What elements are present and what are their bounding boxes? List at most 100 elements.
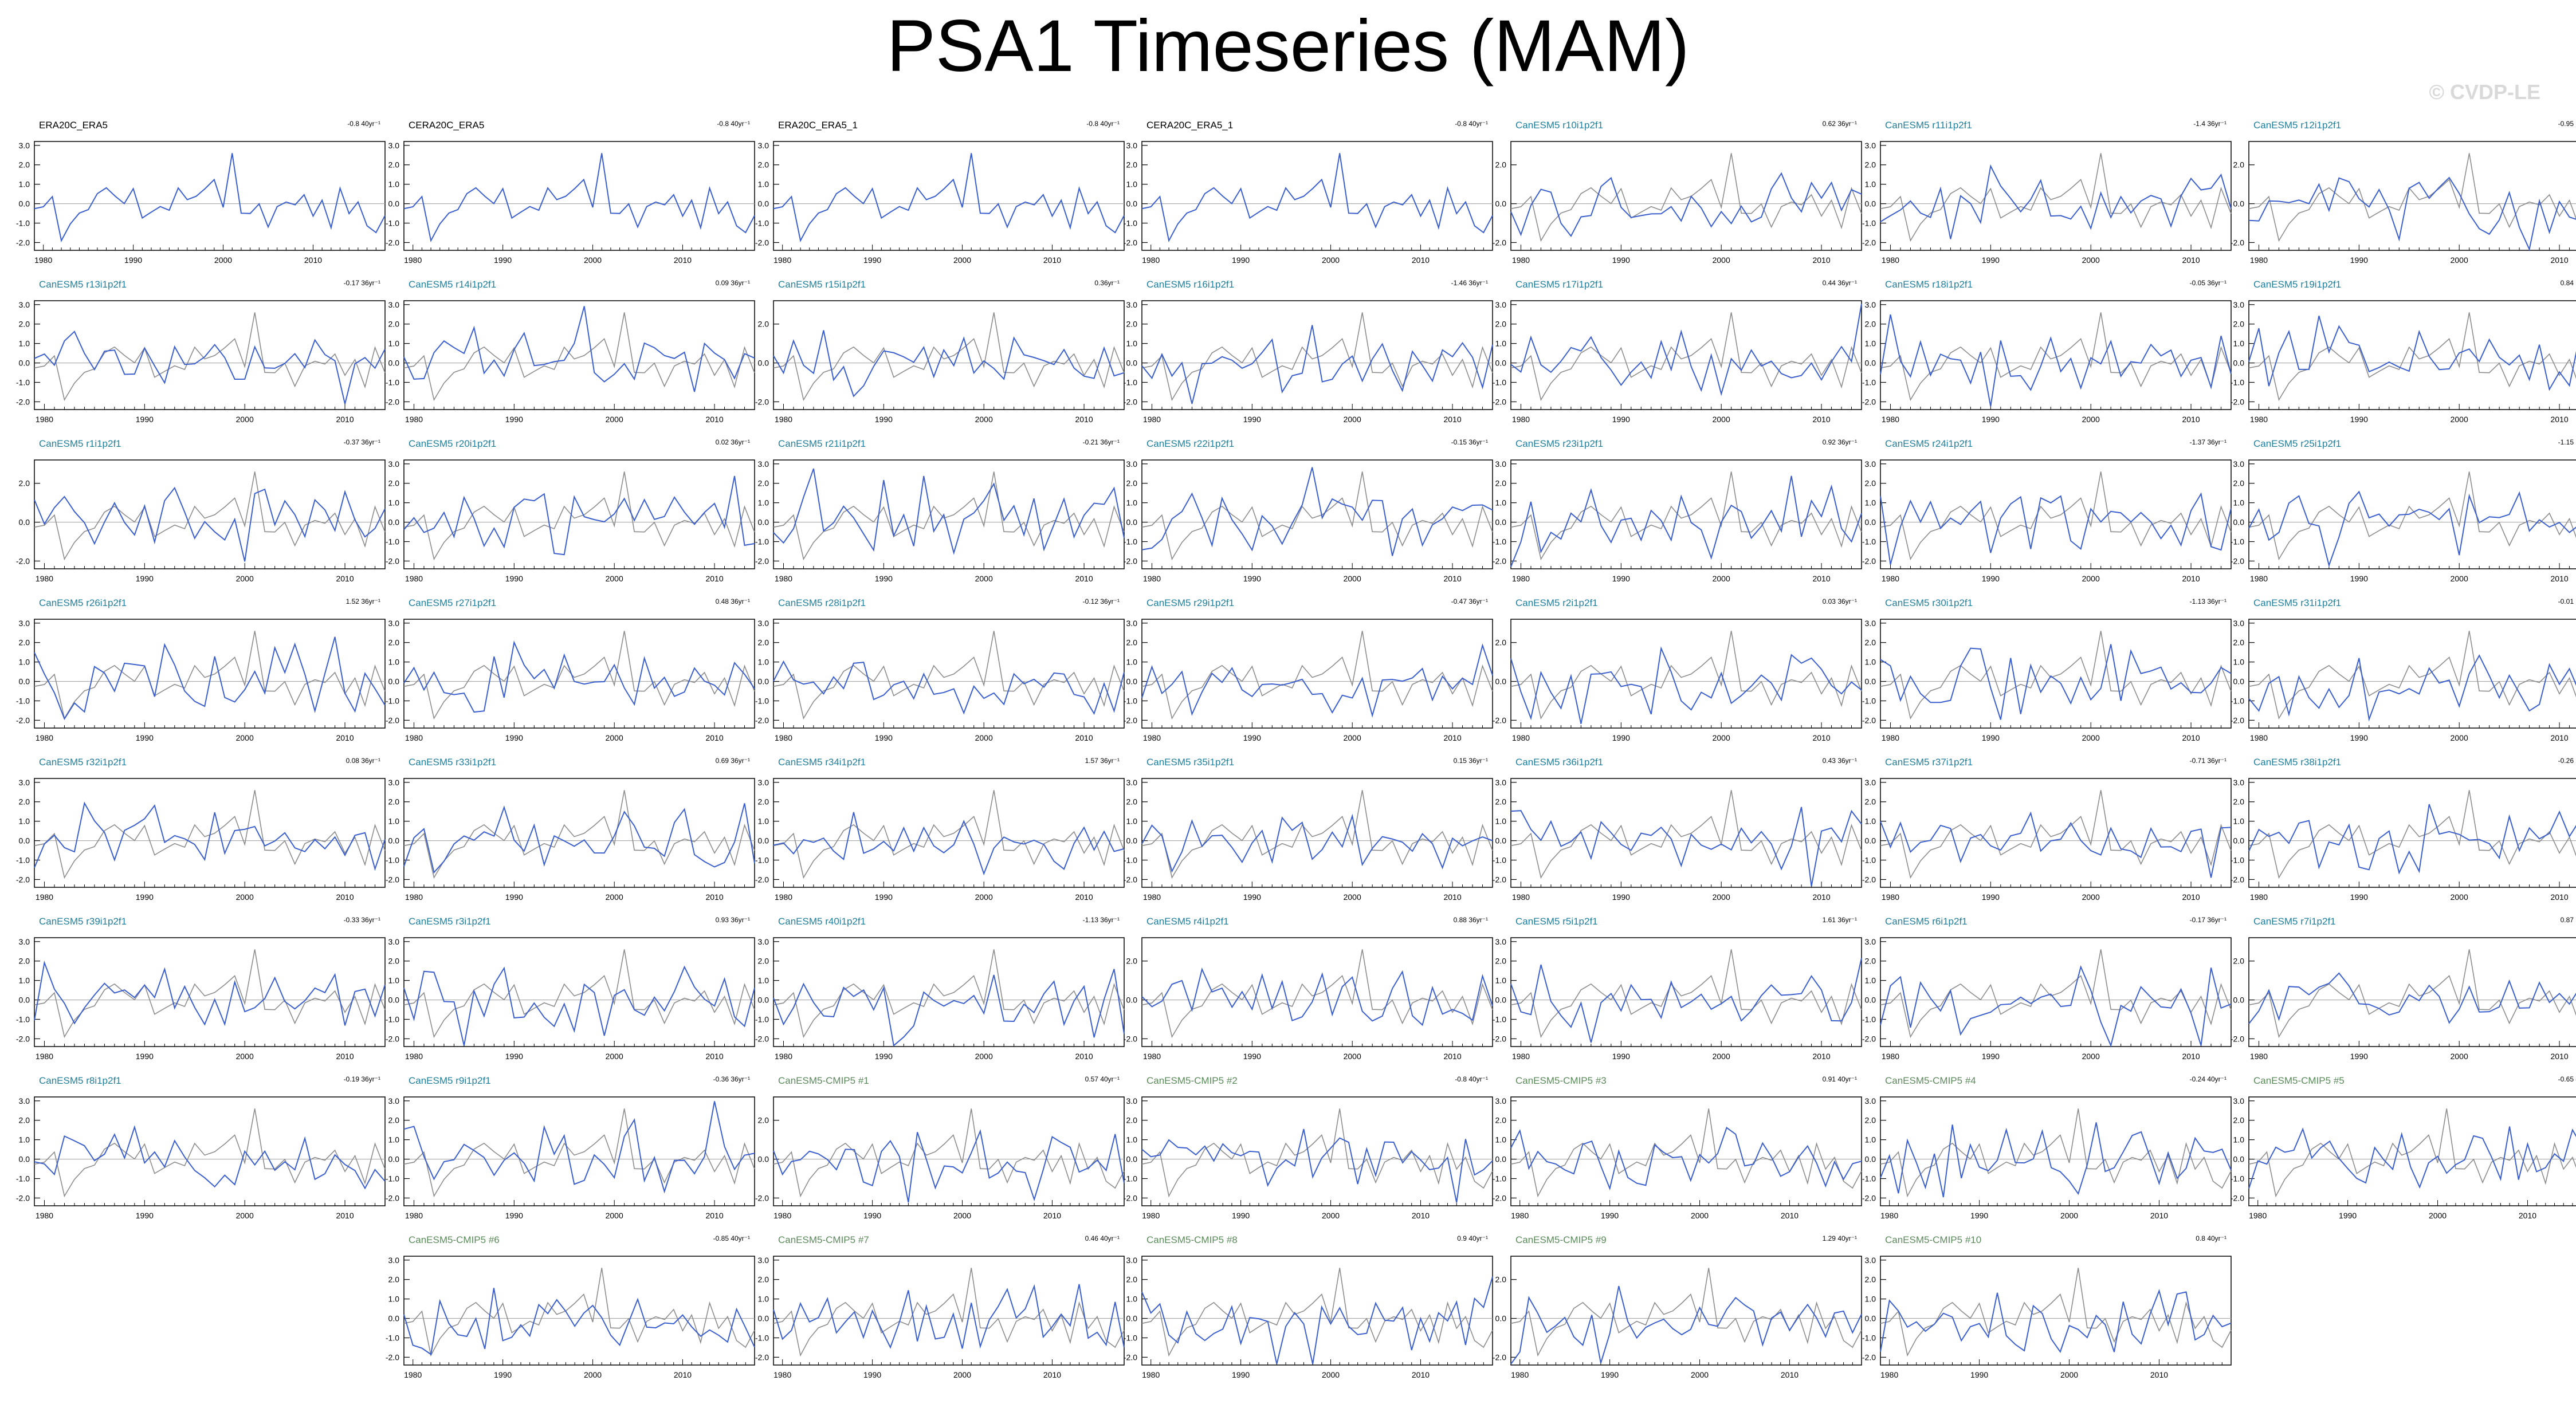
panel-title: CanESM5 r26i1p2f1	[39, 597, 127, 608]
observed-line	[1141, 1268, 1493, 1357]
y-tick-label: 3.0	[2233, 1096, 2245, 1106]
timeseries-panel: CanESM5 r24i1p2f1 -1.37 36yr⁻¹ 3.0 2.0 1.0 0.…	[1862, 432, 2241, 587]
observed-line	[403, 949, 755, 1039]
y-tick-label: 1.0	[19, 817, 30, 826]
panel-title: CanESM5 r14i1p2f1	[409, 279, 497, 290]
observed-line	[1141, 949, 1493, 1039]
y-tick-label: -1.0	[1124, 378, 1137, 387]
plot-frame	[1880, 778, 2232, 888]
panel-trend: -1.13 36yr⁻¹	[1082, 916, 1120, 924]
timeseries-plot: 3.0 2.0 1.0 0.0 -1.0 -2.0 1980 1990 2000 2010	[386, 1256, 755, 1379]
y-tick-label: 2.0	[1865, 1116, 1876, 1125]
series-line	[1880, 164, 2232, 239]
y-tick-label: 1.0	[1495, 339, 1507, 348]
y-tick-label: 2.0	[19, 957, 30, 966]
y-tick-label: 1.0	[1865, 498, 1876, 508]
x-tick-label: 1990	[505, 892, 523, 902]
y-tick-label: 0.0	[2233, 836, 2245, 845]
y-tick-label: -1.0	[2231, 378, 2244, 387]
y-tick-label: -2.0	[16, 238, 30, 247]
observed-line	[1510, 471, 1862, 561]
x-tick-label: 1990	[1243, 574, 1261, 583]
timeseries-panel: CanESM5 r17i1p2f1 0.44 36yr⁻¹ 3.0 2.0 1.0 0.0…	[1493, 273, 1872, 428]
y-tick-label: 2.0	[388, 1275, 400, 1284]
series-line	[1510, 807, 1862, 887]
panel-trend: 1.29 40yr⁻¹	[1822, 1234, 1857, 1242]
y-tick-label: -1.0	[386, 1174, 399, 1183]
y-tick-label: 3.0	[388, 1096, 400, 1106]
y-tick-label: 2.0	[2233, 320, 2245, 329]
timeseries-plot: 3.0 2.0 1.0 0.0 -1.0 -2.0 1980 1990 2000 2010	[386, 459, 755, 583]
y-tick-label: 2.0	[388, 160, 400, 170]
y-tick-label: -1.0	[1124, 219, 1137, 228]
panel-title: CanESM5 r1i1p2f1	[39, 438, 121, 449]
y-tick-label: 2.0	[758, 160, 769, 170]
y-tick-label: 2.0	[1126, 1116, 1138, 1125]
observed-line	[1510, 631, 1862, 720]
x-tick-label: 1980	[2250, 255, 2268, 265]
x-tick-label: 2010	[1781, 1370, 1799, 1379]
timeseries-panel: CanESM5-CMIP5 #4 -0.24 40yr⁻¹ 3.0 2.0 1.0 0.0…	[1862, 1069, 2241, 1224]
x-tick-label: 2010	[705, 574, 723, 583]
y-tick-label: -1.0	[1493, 378, 1506, 387]
series-line	[403, 153, 755, 242]
y-tick-label: 3.0	[1126, 1256, 1138, 1265]
x-tick-label: 2000	[975, 733, 993, 742]
x-tick-label: 2010	[705, 733, 723, 742]
x-tick-label: 2000	[236, 1052, 254, 1061]
y-tick-label: 0.0	[388, 677, 400, 686]
x-tick-label: 1990	[1243, 733, 1261, 742]
panel-title: CanESM5-CMIP5 #3	[1515, 1075, 1607, 1086]
x-tick-label: 2000	[2429, 1211, 2447, 1220]
y-tick-label: 2.0	[388, 957, 400, 966]
panel-title: CanESM5 r40i1p2f1	[778, 916, 866, 927]
y-tick-label: 3.0	[1126, 141, 1138, 150]
y-tick-label: 3.0	[1495, 459, 1507, 469]
y-tick-label: 0.0	[1865, 199, 1876, 209]
x-tick-label: 1990	[2350, 415, 2368, 424]
x-tick-label: 2010	[2182, 1052, 2200, 1061]
panel-trend: -0.8 40yr⁻¹	[347, 120, 380, 128]
x-tick-label: 1990	[136, 892, 154, 902]
timeseries-panel: CanESM5 r26i1p2f1 1.52 36yr⁻¹ 3.0 2.0 1.0 0.0…	[16, 592, 395, 746]
plot-frame	[1510, 937, 1862, 1047]
x-tick-label: 2000	[214, 255, 232, 265]
y-tick-label: -1.0	[386, 697, 399, 706]
x-tick-label: 1980	[1882, 1052, 1899, 1061]
series-line	[1880, 1289, 2232, 1354]
timeseries-plot: 3.0 2.0 1.0 0.0 -1.0 -2.0 1980 1990 2000 2010	[1493, 1096, 1862, 1220]
x-tick-label: 1990	[1982, 574, 2000, 583]
series-line	[1510, 172, 1862, 237]
y-tick-label: 2.0	[1495, 1275, 1507, 1284]
y-tick-label: 3.0	[19, 300, 30, 309]
x-tick-label: 2010	[1043, 1211, 1061, 1220]
x-tick-label: 1980	[405, 574, 423, 583]
x-tick-label: 2000	[1344, 733, 1361, 742]
y-tick-label: -2.0	[755, 715, 769, 725]
y-tick-label: 1.0	[388, 180, 400, 189]
plot-frame	[34, 937, 386, 1047]
timeseries-plot: 3.0 2.0 1.0 0.0 -1.0 -2.0 1980 1990 2000 2010	[755, 778, 1125, 902]
x-tick-label: 2000	[606, 415, 623, 424]
panel-trend: -0.21 36yr⁻¹	[1082, 438, 1120, 446]
panel-title: CanESM5 r5i1p2f1	[1515, 916, 1598, 927]
timeseries-plot: 3.0 2.0 1.0 0.0 -1.0 -2.0 1980 1990 2000 2010	[755, 1256, 1125, 1379]
observed-line	[1141, 631, 1493, 720]
plot-frame	[1510, 141, 1862, 251]
y-tick-label: 3.0	[388, 1256, 400, 1265]
panel-trend: 1.57 36yr⁻¹	[1085, 757, 1120, 765]
timeseries-plot: 3.0 2.0 1.0 0.0 -1.0 -2.0 1980 1990 2000 2010	[386, 1096, 755, 1220]
y-tick-label: -2.0	[16, 715, 30, 725]
y-tick-label: 2.0	[1126, 479, 1138, 488]
x-tick-label: 1980	[775, 892, 792, 902]
timeseries-plot: 3.0 2.0 1.0 0.0 -1.0 -2.0 1980 1990 2000 2010	[755, 619, 1125, 742]
x-tick-label: 2000	[584, 255, 602, 265]
observed-line	[34, 471, 386, 561]
timeseries-panel: CanESM5 r10i1p2f1 0.62 36yr⁻¹ 2.0 0.0 -2.0 19…	[1493, 114, 1872, 269]
y-tick-label: 0.0	[388, 836, 400, 845]
timeseries-panel: CanESM5-CMIP5 #3 0.91 40yr⁻¹ 3.0 2.0 1.0 0.0 -…	[1493, 1069, 1872, 1224]
panel-trend: 0.03 36yr⁻¹	[1822, 597, 1857, 605]
x-tick-label: 2000	[1691, 1211, 1709, 1220]
series-line	[2248, 972, 2576, 1024]
plot-frame	[773, 619, 1125, 729]
